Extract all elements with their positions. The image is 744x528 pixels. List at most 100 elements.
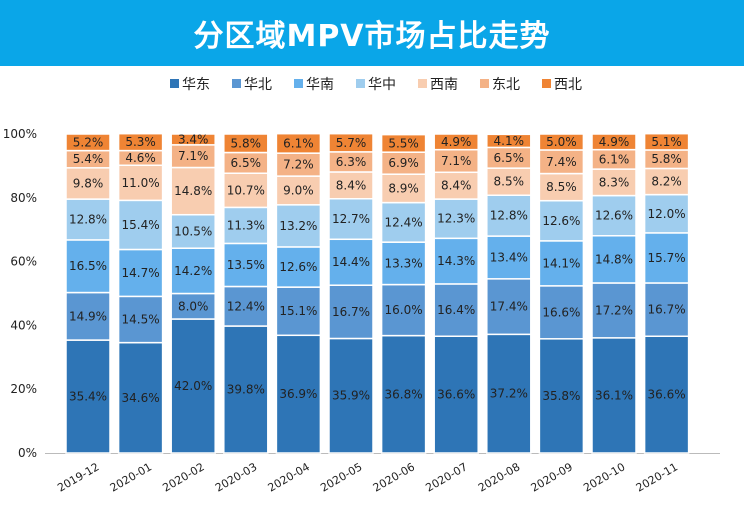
y-tick-label: 60% bbox=[10, 255, 37, 269]
bar-segment bbox=[65, 339, 111, 454]
legend-label: 华中 bbox=[368, 77, 396, 93]
bar-segment bbox=[591, 282, 637, 339]
bar-segment bbox=[538, 285, 585, 340]
x-tick-label: 2020-09 bbox=[529, 460, 575, 494]
bar-segment bbox=[591, 168, 637, 197]
bar-segment bbox=[275, 246, 322, 288]
x-tick-label: 2020-11 bbox=[634, 460, 680, 494]
bar-segment bbox=[486, 235, 532, 280]
bar-segment bbox=[486, 278, 532, 336]
x-tick-label: 2020-04 bbox=[266, 460, 312, 494]
data-label: 6.1% bbox=[599, 152, 630, 166]
bar-segment bbox=[380, 133, 427, 153]
data-label: 15.1% bbox=[279, 304, 317, 318]
data-label: 12.6% bbox=[595, 209, 633, 223]
bar-segment bbox=[117, 248, 164, 298]
data-label: 10.7% bbox=[227, 183, 265, 197]
data-label: 42.0% bbox=[174, 379, 212, 393]
data-label: 36.8% bbox=[385, 387, 423, 401]
data-label: 17.4% bbox=[490, 300, 528, 314]
title-banner: 分区域MPV市场占比走势 bbox=[0, 0, 744, 66]
bar-segment bbox=[433, 283, 479, 337]
data-label: 12.3% bbox=[437, 212, 475, 226]
bar-segment bbox=[643, 335, 690, 454]
data-label: 34.6% bbox=[122, 391, 160, 405]
legend-label: 华东 bbox=[182, 77, 210, 93]
bar-segment bbox=[328, 284, 374, 340]
data-label: 14.4% bbox=[332, 255, 370, 269]
bar-segment bbox=[643, 132, 690, 151]
data-label: 14.8% bbox=[174, 184, 212, 198]
data-label: 14.8% bbox=[595, 252, 633, 266]
data-label: 35.8% bbox=[542, 389, 580, 403]
data-label: 11.0% bbox=[122, 176, 160, 190]
data-label: 8.3% bbox=[599, 175, 630, 189]
data-label: 36.6% bbox=[437, 388, 475, 402]
bar-stack: 34.6% 14.5% 14.7% 15.4% 11.0% 4.6% 5.3% bbox=[117, 132, 164, 454]
bar-segment bbox=[223, 172, 269, 209]
data-label: 39.8% bbox=[227, 383, 265, 397]
data-label: 12.6% bbox=[279, 260, 317, 274]
data-label: 36.9% bbox=[279, 387, 317, 401]
data-label: 12.0% bbox=[648, 207, 686, 221]
data-label: 16.0% bbox=[385, 303, 423, 317]
data-label: 5.7% bbox=[336, 136, 367, 150]
bar-segment bbox=[643, 167, 690, 196]
data-label: 16.4% bbox=[437, 303, 475, 317]
bar-segment bbox=[380, 173, 427, 204]
bar-segment bbox=[538, 338, 585, 454]
bar-stack: 36.6% 16.4% 14.3% 12.3% 8.4% 7.1% 4.9% bbox=[433, 133, 479, 454]
data-label: 13.5% bbox=[227, 258, 265, 272]
y-tick-label: 100% bbox=[3, 127, 37, 141]
bar-segment bbox=[117, 132, 164, 152]
data-label: 9.8% bbox=[73, 176, 104, 190]
bar-stack: 35.8% 16.6% 14.1% 12.6% 8.5% 7.4% 5.0% bbox=[538, 133, 585, 454]
legend-swatch bbox=[294, 79, 303, 88]
data-label: 35.9% bbox=[332, 389, 370, 403]
legend-swatch bbox=[480, 79, 489, 88]
data-label: 14.1% bbox=[542, 256, 580, 270]
x-tick-label: 2020-05 bbox=[318, 460, 364, 494]
bar-segment bbox=[433, 237, 479, 285]
data-label: 5.0% bbox=[546, 135, 577, 149]
data-label: 6.3% bbox=[336, 155, 367, 169]
data-label: 4.9% bbox=[441, 135, 472, 149]
data-label: 14.5% bbox=[122, 312, 160, 326]
bar-segment bbox=[65, 198, 111, 241]
legend-swatch bbox=[542, 79, 551, 88]
bar-stack: 37.2% 17.4% 13.4% 12.8% 8.5% 6.5% 4.1% bbox=[486, 133, 532, 454]
x-tick-label: 2020-03 bbox=[213, 460, 259, 494]
y-tick-label: 0% bbox=[18, 446, 37, 460]
data-label: 8.5% bbox=[546, 180, 577, 194]
data-label: 8.4% bbox=[441, 179, 472, 193]
bar-stack: 35.4% 14.9% 16.5% 12.8% 9.8% 5.4% 5.2% bbox=[65, 133, 111, 454]
data-label: 6.5% bbox=[494, 151, 525, 165]
data-label: 14.2% bbox=[174, 264, 212, 278]
bar-segment bbox=[170, 292, 216, 320]
bar-segment bbox=[433, 198, 479, 240]
bar-segment bbox=[643, 193, 690, 234]
bar-segment bbox=[380, 283, 427, 337]
bar-segment bbox=[65, 291, 111, 341]
bar-segment bbox=[65, 167, 111, 200]
bar-segment bbox=[65, 133, 111, 152]
bar-segment bbox=[117, 295, 164, 344]
bar-segment bbox=[223, 325, 269, 454]
data-label: 16.7% bbox=[332, 305, 370, 319]
bar-segment bbox=[223, 242, 269, 288]
data-label: 17.2% bbox=[595, 303, 633, 317]
bar-segment bbox=[223, 206, 269, 245]
data-label: 5.4% bbox=[73, 152, 104, 166]
x-tick-label: 2020-06 bbox=[371, 460, 417, 494]
data-label: 4.1% bbox=[494, 134, 525, 148]
data-label: 15.7% bbox=[648, 251, 686, 265]
data-label: 13.3% bbox=[385, 256, 423, 270]
bar-segment bbox=[170, 247, 216, 295]
data-label: 4.6% bbox=[125, 151, 156, 165]
data-label: 8.9% bbox=[388, 181, 419, 195]
bar-stack: 42.0% 8.0% 14.2% 10.5% 14.8% 7.1% 3.4% bbox=[170, 132, 216, 454]
bar-segment bbox=[591, 235, 637, 284]
bar-segment bbox=[275, 286, 322, 337]
y-tick-label: 20% bbox=[10, 382, 37, 396]
bar-segment bbox=[538, 172, 585, 202]
